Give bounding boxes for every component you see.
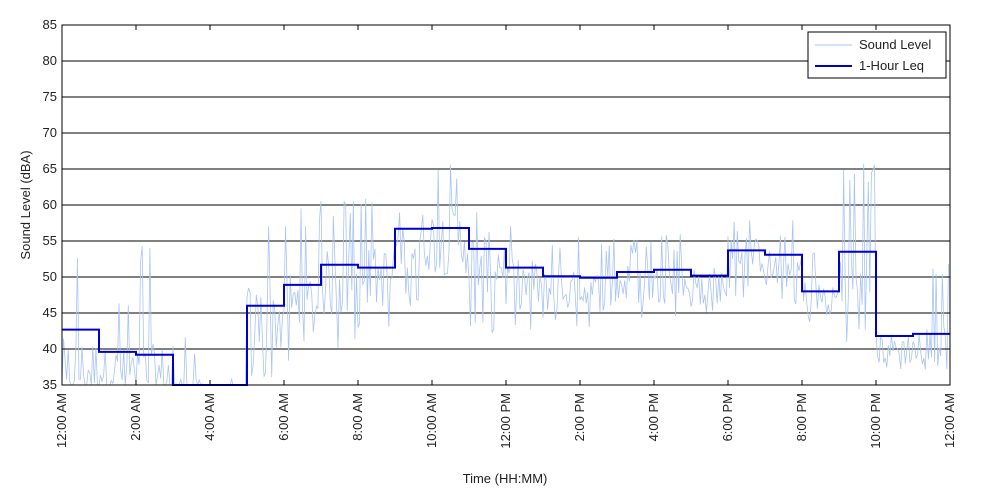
x-axis: 12:00 AM 2:00 AM 4:00 AM 6:00 AM 8:00 AM 10:0…: [54, 25, 957, 449]
y-tick-label: 60: [43, 197, 57, 212]
x-tick-label: 10:00 AM: [424, 393, 439, 448]
x-tick-label: 2:00 AM: [128, 393, 143, 441]
legend-label-sound-level: Sound Level: [859, 37, 931, 52]
x-axis-title: Time (HH:MM): [463, 471, 548, 486]
x-tick-label: 2:00 PM: [572, 393, 587, 441]
y-tick-label: 70: [43, 125, 57, 140]
x-tick-label: 10:00 PM: [868, 393, 883, 449]
x-tick-label: 4:00 AM: [202, 393, 217, 441]
y-tick-label: 85: [43, 17, 57, 32]
y-axis-title: Sound Level (dBA): [18, 150, 33, 259]
x-tick-label: 12:00 AM: [54, 393, 69, 448]
y-axis: 35 40 45 50 55 60 65 70 75 80 85: [43, 17, 950, 392]
legend-box: [807, 31, 947, 79]
y-tick-label: 35: [43, 377, 57, 392]
legend: Sound Level 1-Hour Leq: [807, 31, 947, 79]
x-tick-label: 12:00 AM: [942, 393, 957, 448]
y-tick-label: 40: [43, 341, 57, 356]
y-tick-label: 75: [43, 89, 57, 104]
y-tick-label: 45: [43, 305, 57, 320]
y-tick-label: 50: [43, 269, 57, 284]
legend-label-1-hour-leq: 1-Hour Leq: [859, 58, 924, 73]
x-tick-label: 6:00 PM: [720, 393, 735, 441]
y-tick-label: 65: [43, 161, 57, 176]
x-tick-label: 4:00 PM: [646, 393, 661, 441]
grid-lines: [62, 60, 950, 350]
x-tick-label: 6:00 AM: [276, 393, 291, 441]
x-tick-label: 12:00 PM: [498, 393, 513, 449]
x-tick-label: 8:00 AM: [350, 393, 365, 441]
x-tick-label: 8:00 PM: [794, 393, 809, 441]
y-tick-label: 80: [43, 53, 57, 68]
y-tick-label: 55: [43, 233, 57, 248]
